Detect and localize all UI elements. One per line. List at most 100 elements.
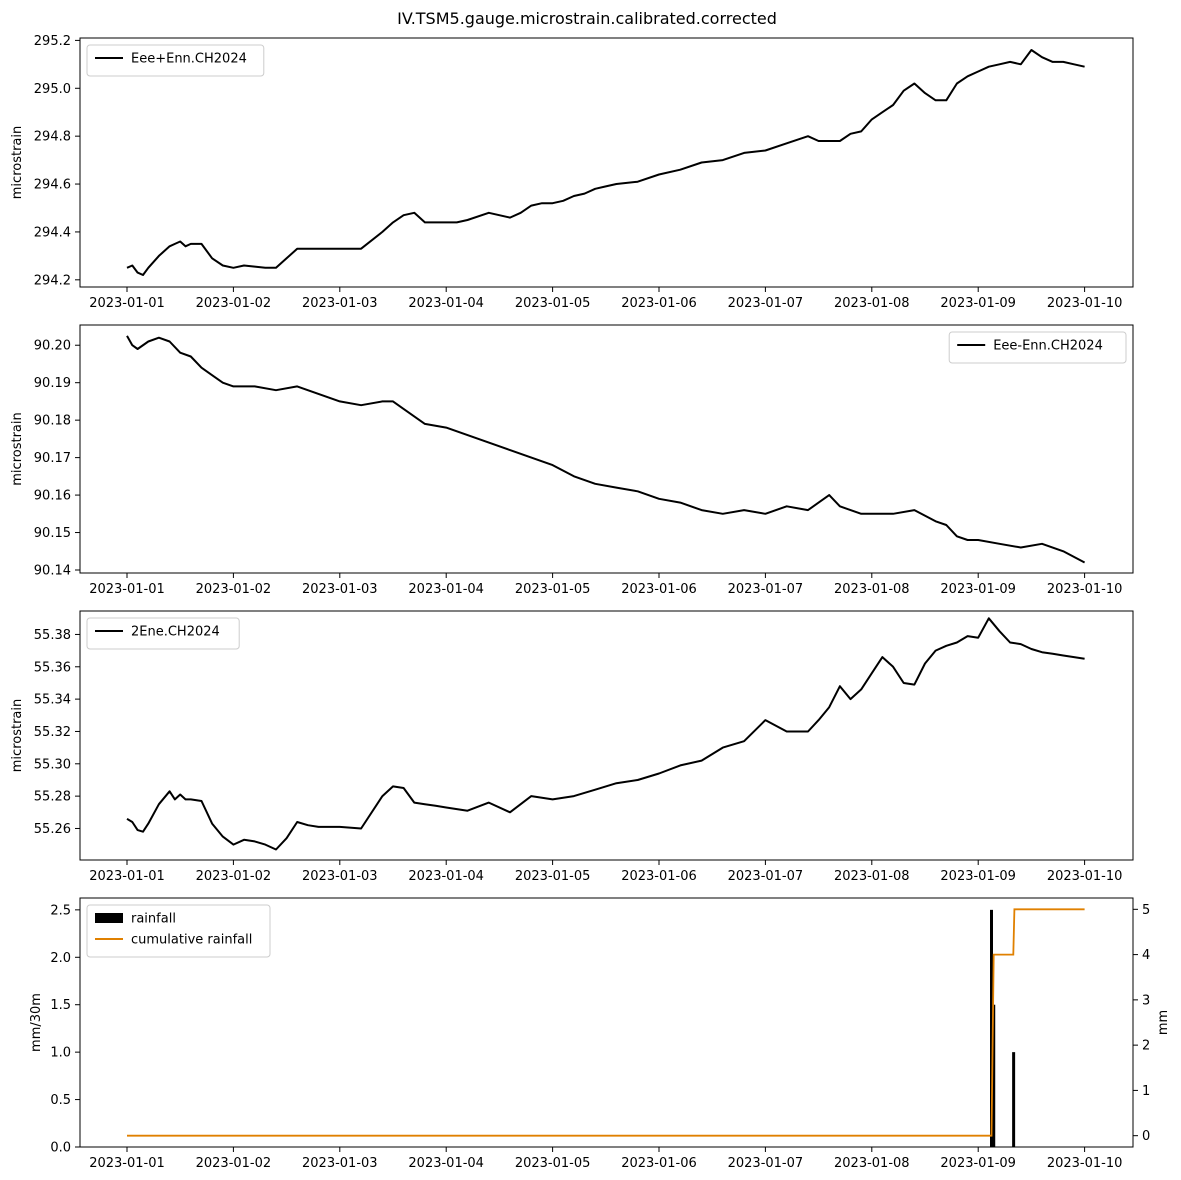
y-tick-label: 295.2	[34, 34, 71, 49]
y-right-tick-label: 4	[1142, 948, 1150, 963]
y-tick-label: 1.0	[50, 1046, 71, 1061]
x-tick-label: 2023-01-06	[621, 296, 697, 311]
x-tick-label: 2023-01-01	[89, 296, 165, 311]
x-tick-label: 2023-01-08	[834, 296, 910, 311]
x-tick-label: 2023-01-09	[940, 582, 1016, 597]
panel-3: 2023-01-01 2023-01-02 2023-01-03 2023-01-04…	[10, 610, 1134, 884]
x-tick-label: 2023-01-03	[302, 296, 378, 311]
x-tick-label: 2023-01-09	[940, 869, 1016, 884]
series-line	[126, 617, 1085, 851]
y-tick-label: 0.5	[50, 1093, 71, 1108]
x-tick-label: 2023-01-04	[408, 1156, 484, 1171]
y-axis-label: microstrain	[10, 412, 25, 485]
y-tick-label: 1.5	[50, 998, 71, 1013]
y-axis-label: microstrain	[10, 699, 25, 772]
y-right-tick-label: 3	[1142, 993, 1150, 1008]
legend: Eee-Enn.CH2024	[948, 331, 1127, 364]
y-tick-label: 55.38	[34, 628, 71, 643]
x-tick-label: 2023-01-05	[515, 296, 591, 311]
rainfall-bar	[992, 1004, 996, 1147]
panel-1: 2023-01-01 2023-01-02 2023-01-03 2023-01-04…	[10, 34, 1134, 311]
x-tick-label: 2023-01-03	[302, 582, 378, 597]
y-tick-label: 90.18	[34, 414, 71, 429]
y-right-axis-label: mm	[1156, 1010, 1171, 1035]
figure-title: IV.TSM5.gauge.microstrain.calibrated.cor…	[397, 9, 777, 28]
x-tick-label: 2023-01-06	[621, 1156, 697, 1171]
y-tick-label: 294.2	[34, 273, 71, 288]
y-right-tick-label: 0	[1142, 1129, 1150, 1144]
legend-entry: Eee-Enn.CH2024	[993, 339, 1103, 354]
legend-entry: Eee+Enn.CH2024	[131, 52, 247, 67]
axes-frame	[79, 37, 1134, 288]
y-right-tick-label: 2	[1142, 1039, 1150, 1054]
x-tick-label: 2023-01-02	[196, 296, 272, 311]
x-tick-label: 2023-01-01	[89, 1156, 165, 1171]
panel-4: 2023-01-01 2023-01-02 2023-01-03 2023-01-04…	[29, 897, 1171, 1171]
y-tick-label: 55.28	[34, 790, 71, 805]
y-right-tick-label: 1	[1142, 1084, 1150, 1099]
x-tick-label: 2023-01-08	[834, 582, 910, 597]
x-tick-label: 2023-01-02	[196, 582, 272, 597]
axes-frame	[79, 324, 1134, 574]
legend: rainfall cumulative rainfall	[86, 904, 271, 958]
x-tick-label: 2023-01-03	[302, 1156, 378, 1171]
x-tick-label: 2023-01-07	[728, 296, 804, 311]
x-tick-label: 2023-01-02	[196, 869, 272, 884]
legend: Eee+Enn.CH2024	[86, 44, 265, 77]
x-tick-label: 2023-01-10	[1047, 1156, 1123, 1171]
x-tick-label: 2023-01-01	[89, 869, 165, 884]
axes-frame	[79, 610, 1134, 861]
legend-entry: cumulative rainfall	[131, 933, 252, 948]
x-tick-label: 2023-01-03	[302, 869, 378, 884]
legend: 2Ene.CH2024	[86, 617, 240, 650]
x-tick-label: 2023-01-01	[89, 582, 165, 597]
x-tick-label: 2023-01-05	[515, 1156, 591, 1171]
y-tick-label: 90.19	[34, 376, 71, 391]
x-tick-label: 2023-01-07	[728, 869, 804, 884]
y-tick-label: 55.26	[34, 822, 71, 837]
y-tick-label: 0.0	[50, 1141, 71, 1156]
x-tick-label: 2023-01-07	[728, 1156, 804, 1171]
legend-entry: 2Ene.CH2024	[131, 625, 220, 640]
x-tick-label: 2023-01-08	[834, 1156, 910, 1171]
x-tick-label: 2023-01-10	[1047, 582, 1123, 597]
axes-frame	[79, 897, 1134, 1148]
y-tick-label: 295.0	[34, 82, 71, 97]
y-axis-label: mm/30m	[29, 993, 44, 1052]
y-tick-label: 90.14	[34, 564, 71, 579]
y-tick-label: 90.17	[34, 451, 71, 466]
x-tick-label: 2023-01-04	[408, 296, 484, 311]
y-tick-label: 90.20	[34, 339, 71, 354]
y-tick-label: 90.16	[34, 489, 71, 504]
x-tick-label: 2023-01-10	[1047, 296, 1123, 311]
y-axis-label: microstrain	[10, 126, 25, 199]
series-line	[126, 49, 1085, 276]
x-tick-label: 2023-01-05	[515, 582, 591, 597]
legend-box	[86, 617, 240, 650]
legend-box	[86, 904, 271, 958]
rainfall-bar	[990, 909, 993, 1147]
x-tick-label: 2023-01-09	[940, 1156, 1016, 1171]
y-tick-label: 294.6	[34, 178, 71, 193]
x-tick-label: 2023-01-06	[621, 869, 697, 884]
cumulative-line	[127, 908, 1085, 1137]
x-tick-label: 2023-01-09	[940, 296, 1016, 311]
x-tick-label: 2023-01-02	[196, 1156, 272, 1171]
y-tick-label: 55.36	[34, 660, 71, 675]
x-tick-label: 2023-01-07	[728, 582, 804, 597]
y-tick-label: 294.4	[34, 225, 71, 240]
x-tick-label: 2023-01-05	[515, 869, 591, 884]
legend-swatch	[95, 913, 123, 923]
x-tick-label: 2023-01-06	[621, 582, 697, 597]
y-right-tick-label: 5	[1142, 903, 1150, 918]
series-line	[126, 335, 1086, 564]
legend-entry: rainfall	[131, 912, 176, 927]
legend-box	[948, 331, 1127, 364]
x-tick-label: 2023-01-08	[834, 869, 910, 884]
y-tick-label: 294.8	[34, 130, 71, 145]
x-tick-label: 2023-01-04	[408, 582, 484, 597]
y-tick-label: 55.32	[34, 725, 71, 740]
y-tick-label: 55.30	[34, 757, 71, 772]
y-tick-label: 2.5	[50, 903, 71, 918]
